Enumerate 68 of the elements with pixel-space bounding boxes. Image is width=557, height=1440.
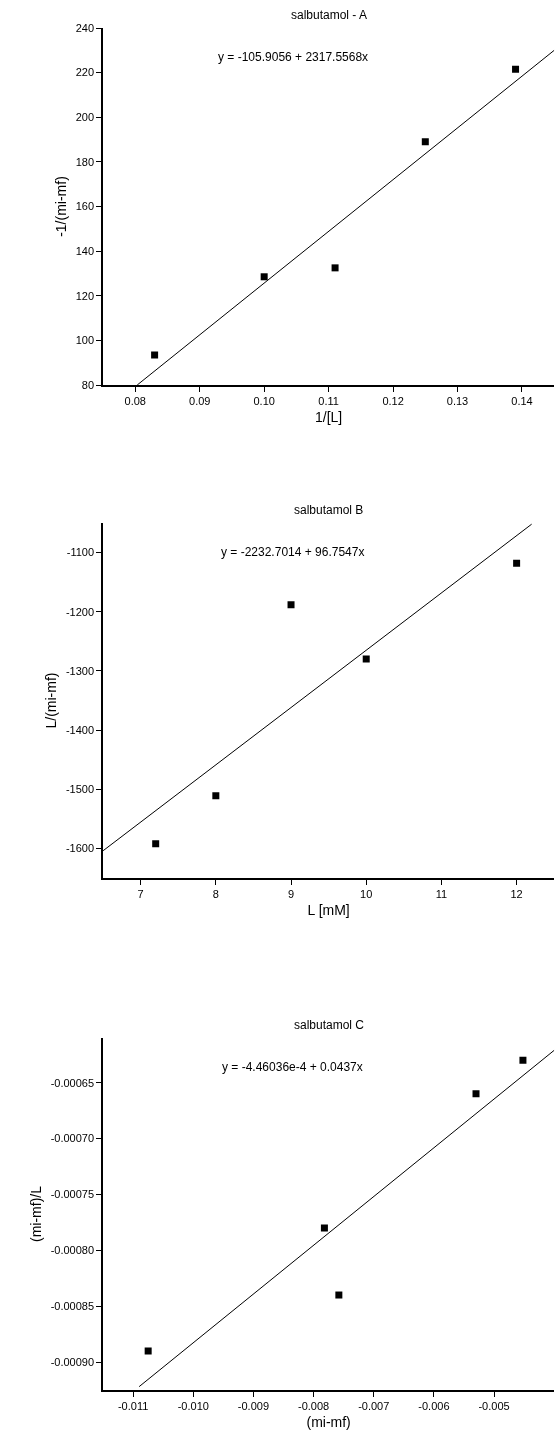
x-tick-label: 0.10 (253, 394, 275, 407)
y-axis-title: -1/(mi-mf) (52, 176, 69, 237)
y-tick-label: -1600 (65, 842, 95, 855)
y-tick-label: -0.00065 (50, 1076, 95, 1089)
y-tick-label: -0.00080 (50, 1244, 95, 1257)
y-tick-label: -1400 (65, 723, 95, 736)
y-tick-label: -1500 (65, 783, 95, 796)
annotation: y = -105.9056 + 2317.5568x (218, 50, 369, 64)
x-tick-label: 0.08 (124, 394, 146, 407)
x-axis-title: 1/[L] (315, 408, 343, 425)
point (512, 65, 520, 73)
x-tick-label: 7 (137, 887, 144, 900)
y-tick-label: 220 (75, 66, 95, 79)
x-tick-label: 9 (287, 887, 295, 900)
x-tick-label: 0.13 (446, 394, 469, 407)
y-tick-label: 180 (75, 155, 95, 168)
point (519, 1056, 527, 1064)
y-axis-title: (mi-mf)/L (27, 1185, 44, 1242)
x-tick-label: -0.008 (297, 1399, 330, 1412)
x-tick-label: -0.009 (237, 1399, 270, 1412)
point (472, 1090, 480, 1098)
x-axis-title: (mi-mf) (306, 1413, 351, 1430)
annotation: y = -4.46036e-4 + 0.0437x (222, 1060, 363, 1074)
y-tick-label: -0.00070 (50, 1132, 95, 1145)
point (320, 1224, 328, 1232)
chart-title: salbutamol C (294, 1018, 365, 1032)
point (513, 559, 521, 567)
point (152, 840, 160, 848)
annotation: y = -2232.7014 + 96.7547x (221, 545, 365, 559)
point (331, 264, 339, 272)
y-tick-label: 160 (75, 200, 95, 213)
x-tick-label: -0.010 (177, 1399, 209, 1412)
x-tick-label: -0.005 (478, 1399, 510, 1412)
y-tick-label: -1300 (65, 664, 95, 677)
point (260, 273, 268, 281)
x-tick-label: 12 (510, 887, 523, 900)
point (421, 138, 429, 146)
y-tick-label: -0.00085 (50, 1300, 95, 1313)
x-tick-label: 0.14 (511, 394, 533, 407)
chart-title: salbutamol B (294, 503, 364, 517)
point (362, 655, 370, 663)
y-tick-label: -1200 (65, 605, 95, 618)
x-tick-label: 11 (435, 887, 448, 900)
point (144, 1347, 152, 1355)
y-tick-label: 100 (75, 334, 95, 347)
chart-title: salbutamol - A (291, 8, 368, 22)
x-tick-label: 0.11 (318, 394, 339, 407)
x-tick-label: -0.007 (358, 1399, 390, 1412)
y-tick-label: 120 (75, 289, 95, 302)
y-tick-label: 140 (75, 244, 95, 257)
x-tick-label: -0.011 (117, 1399, 149, 1412)
x-tick-label: 0.09 (189, 394, 211, 407)
y-tick-label: -0.00075 (50, 1188, 95, 1201)
x-tick-label: 8 (212, 887, 219, 900)
y-tick-label: 80 (81, 378, 95, 391)
point (212, 792, 220, 800)
x-tick-label: -0.006 (418, 1399, 450, 1412)
x-tick-label: 0.12 (382, 394, 404, 407)
point (287, 601, 295, 609)
y-axis-title: L/(mi-mf) (43, 672, 60, 729)
x-tick-label: 10 (360, 887, 373, 900)
point (335, 1291, 343, 1299)
y-tick-label: 200 (75, 111, 95, 124)
x-axis-title: L [mM] (307, 901, 350, 918)
y-tick-label: -1100 (66, 546, 95, 559)
y-tick-label: 240 (75, 21, 95, 34)
y-tick-label: -0.00090 (50, 1355, 95, 1368)
point (151, 351, 159, 359)
